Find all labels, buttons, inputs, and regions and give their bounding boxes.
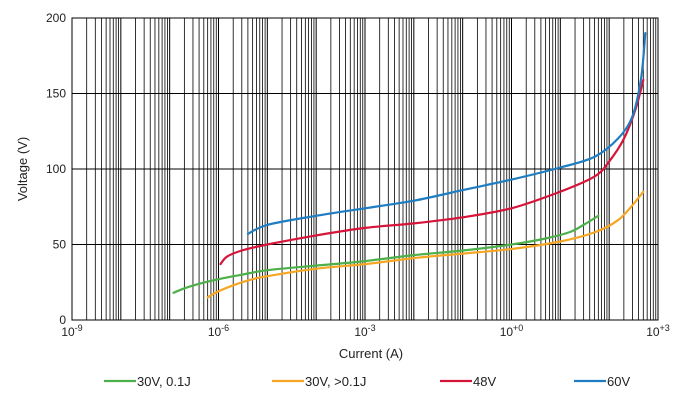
legend-label: 30V, 0.1J [137, 374, 191, 389]
y-tick-label: 0 [59, 313, 66, 327]
legend-label: 48V [473, 374, 496, 389]
series-line [172, 214, 600, 294]
y-tick-label: 150 [46, 87, 66, 101]
x-tick-label: 10-9 [61, 323, 82, 339]
series-lines [172, 32, 647, 299]
y-tick-label: 100 [46, 162, 66, 176]
y-tick-label: 200 [46, 11, 66, 25]
series-line [206, 190, 645, 299]
x-tick-labels: 10-9 10-6 10-3 10+0 10+3 [61, 323, 670, 339]
legend-label: 60V [607, 374, 630, 389]
y-tick-labels: 0 50 100 150 200 [46, 11, 66, 327]
grid [71, 17, 658, 321]
legend: 30V, 0.1J 30V, >0.1J 48V 60V [104, 374, 630, 389]
x-tick-label: 10+0 [500, 323, 524, 339]
y-tick-label: 50 [53, 238, 67, 252]
series-line [219, 78, 645, 266]
y-axis-title: Voltage (V) [15, 137, 30, 201]
x-axis-title: Current (A) [339, 346, 403, 361]
plot-frame [71, 17, 659, 321]
series-line [246, 32, 647, 235]
x-tick-label: 10-6 [208, 323, 229, 339]
legend-label: 30V, >0.1J [305, 374, 366, 389]
x-tick-label: 10+3 [646, 323, 670, 339]
x-tick-label: 10-3 [354, 323, 375, 339]
